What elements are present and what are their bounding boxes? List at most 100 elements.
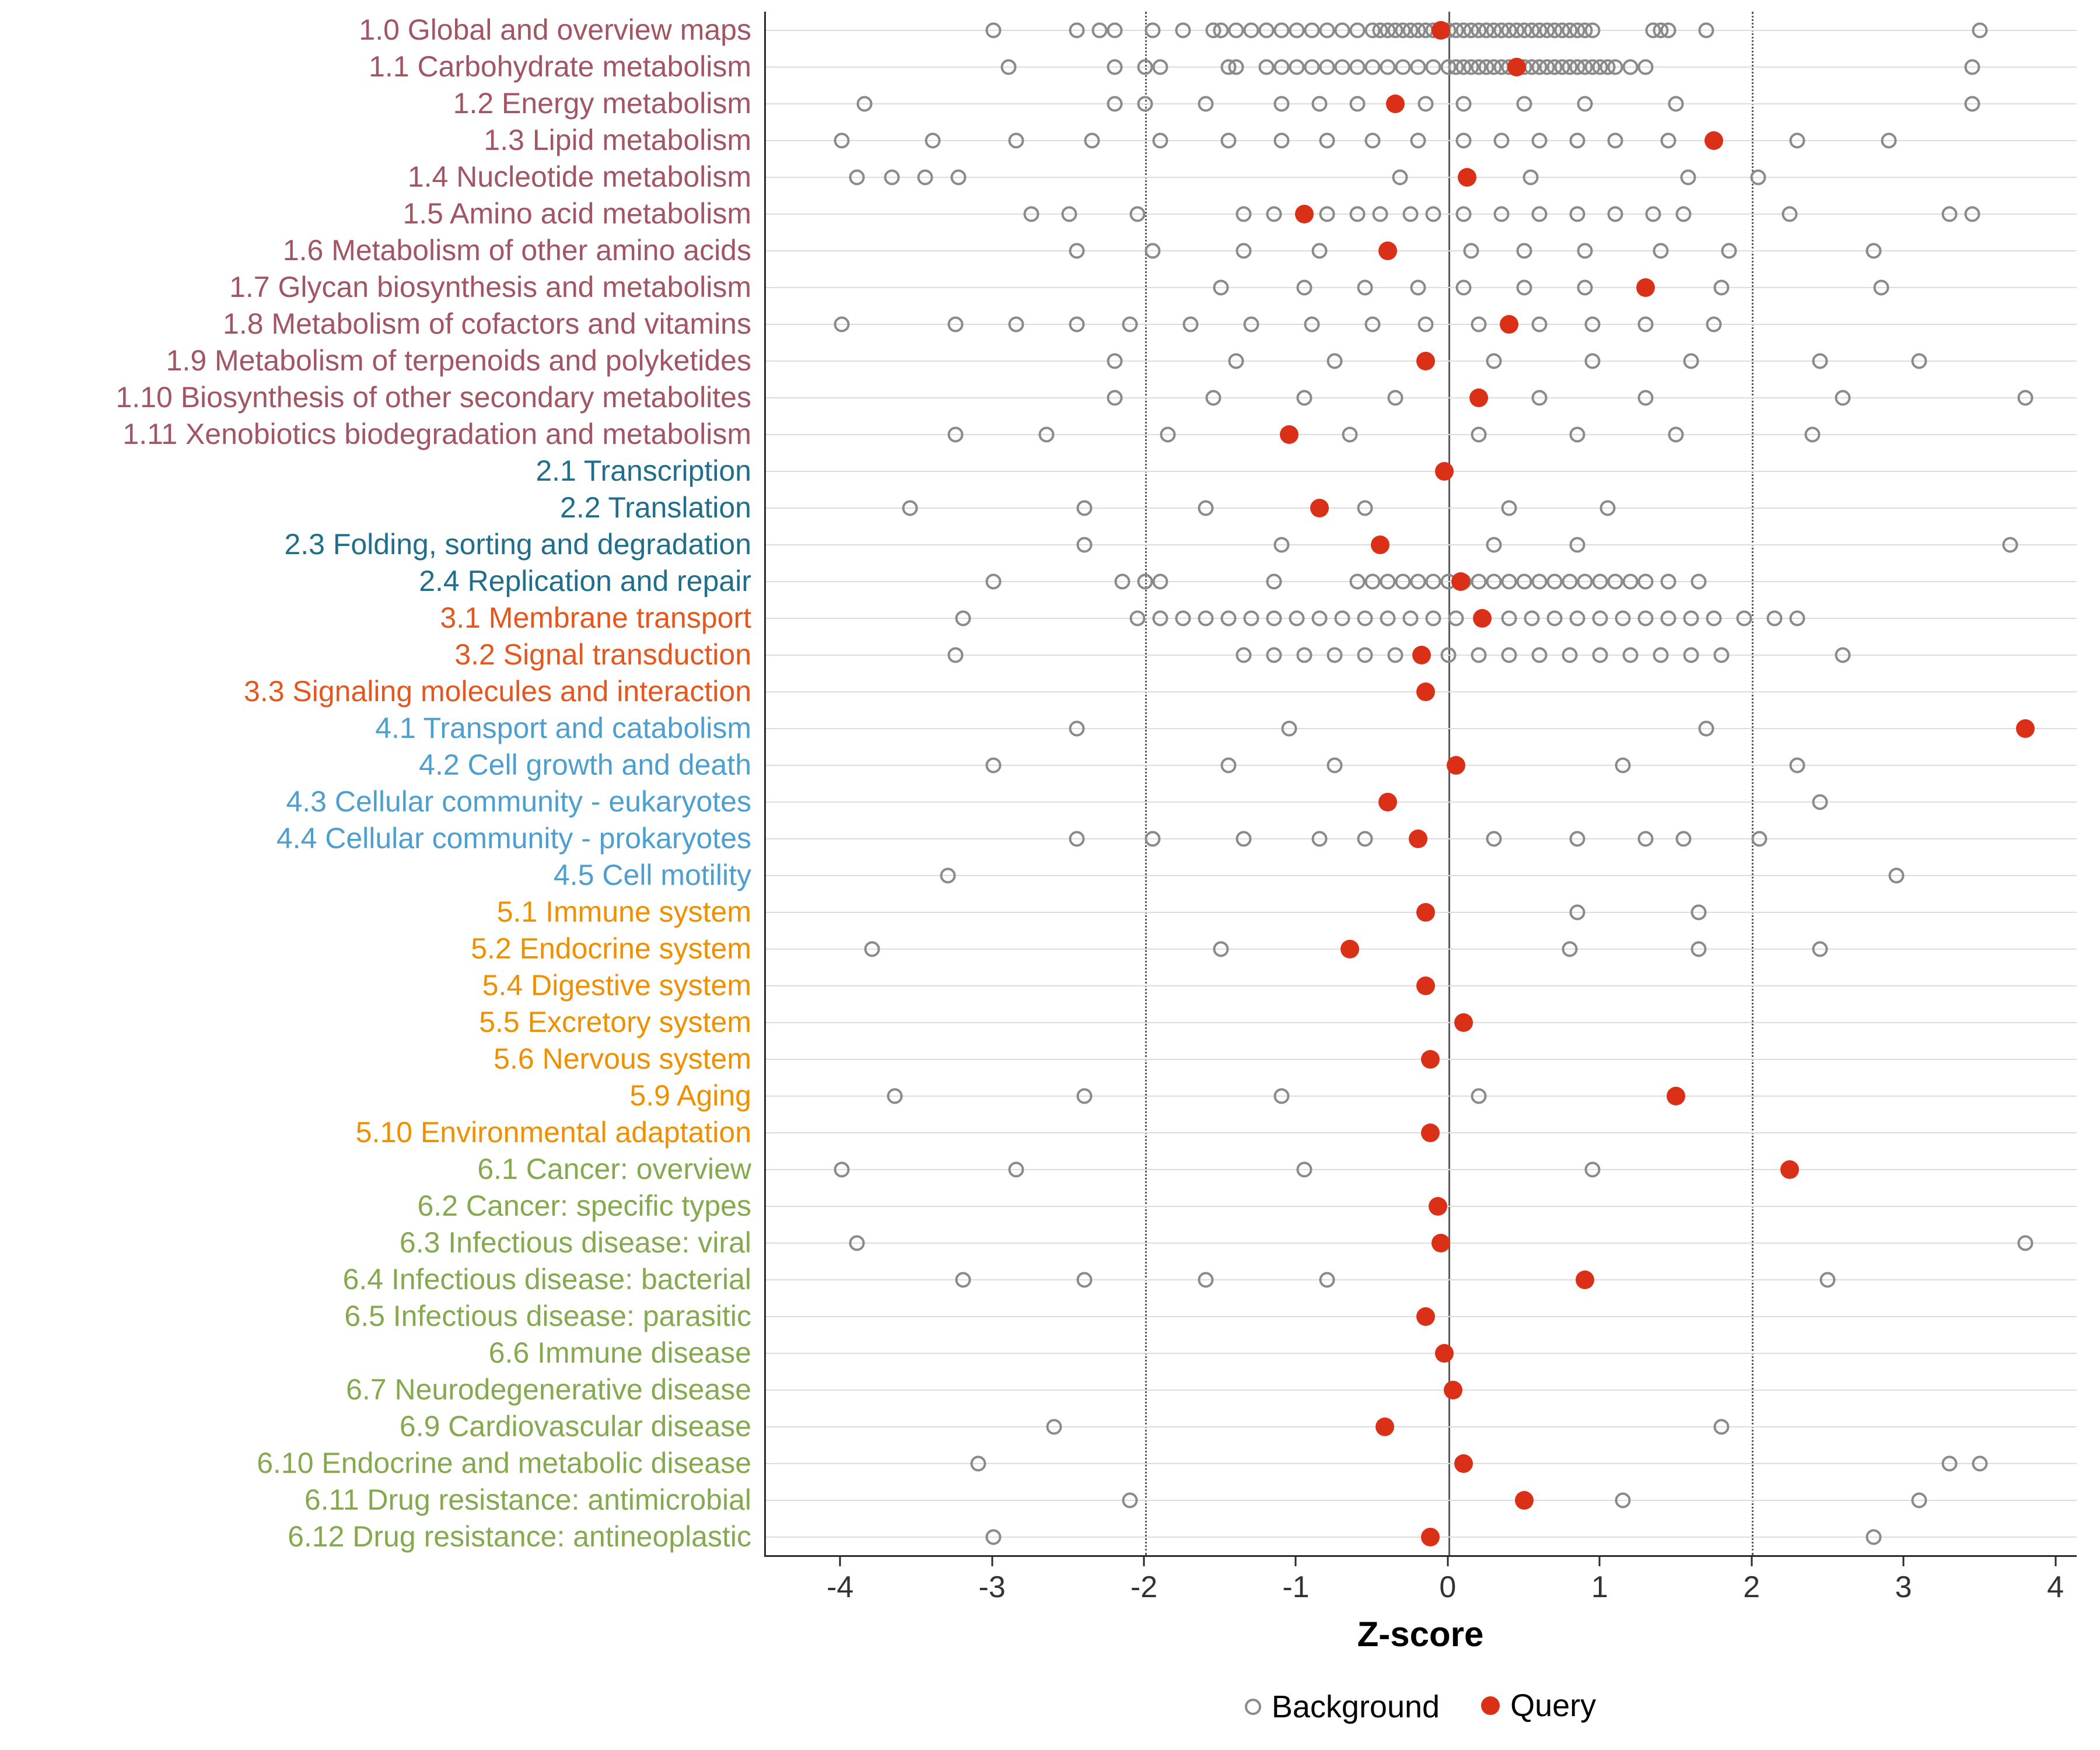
background-point [1941, 206, 1958, 222]
background-point [1410, 279, 1426, 295]
background-point [1387, 390, 1404, 405]
background-point [1273, 96, 1290, 111]
background-point [864, 941, 880, 957]
chart-row [766, 1335, 2077, 1371]
background-point [1501, 500, 1517, 516]
gridline [766, 617, 2077, 619]
background-point [1380, 610, 1396, 626]
background-point [1531, 206, 1548, 222]
row-label: 6.5 Infectious disease: parasitic [344, 1300, 751, 1332]
background-point [1038, 426, 1055, 442]
background-point [1668, 96, 1684, 111]
background-point [1486, 537, 1502, 552]
background-point [1486, 353, 1502, 369]
background-point [1273, 132, 1290, 148]
background-point [1152, 132, 1168, 148]
plot-panel [764, 12, 2077, 1557]
background-point [1402, 610, 1419, 626]
background-point [1501, 610, 1517, 626]
chart-row [766, 379, 2077, 416]
background-point [1334, 22, 1350, 38]
query-point [1704, 131, 1724, 150]
chart-row [766, 1261, 2077, 1298]
chart-row [766, 600, 2077, 636]
background-point [1069, 316, 1085, 332]
query-point [1457, 167, 1476, 187]
background-point [1766, 610, 1783, 626]
background-point [1600, 500, 1616, 516]
row-label: 3.1 Membrane transport [440, 601, 751, 634]
background-point [1228, 59, 1244, 75]
chart-row [766, 894, 2077, 930]
row-label: 3.2 Signal transduction [454, 638, 751, 671]
background-point [1266, 647, 1282, 663]
background-point [1562, 647, 1578, 663]
row-label: 1.2 Energy metabolism [453, 87, 751, 120]
background-point [1198, 1272, 1214, 1287]
chart-row [766, 1518, 2077, 1555]
row-label: 5.2 Endocrine system [471, 932, 751, 965]
background-point [1061, 206, 1077, 222]
query-point [1371, 535, 1390, 554]
background-point [1471, 647, 1487, 663]
background-point [1584, 22, 1601, 38]
background-point [1076, 1272, 1093, 1287]
background-point [1319, 22, 1335, 38]
background-point [1349, 96, 1366, 111]
gridline [766, 1462, 2077, 1464]
gridline [766, 507, 2077, 509]
reference-lines [766, 12, 2077, 1555]
background-point [1455, 132, 1472, 148]
background-point [1653, 243, 1669, 258]
chart-row [766, 1298, 2077, 1335]
chart-row [766, 1114, 2077, 1151]
x-tick-label: -3 [978, 1570, 1006, 1604]
query-point [1434, 461, 1454, 481]
background-point [1637, 831, 1654, 846]
gridline [766, 1205, 2077, 1207]
background-point [1577, 96, 1593, 111]
query-point [1454, 1454, 1474, 1473]
gridline [766, 948, 2077, 950]
gridline [766, 544, 2077, 545]
background-point [1569, 426, 1586, 442]
background-point [1304, 316, 1320, 332]
background-point [1690, 904, 1707, 920]
background-point [1782, 206, 1798, 222]
background-point [1144, 243, 1161, 258]
gridline [766, 1426, 2077, 1427]
background-point [1690, 573, 1707, 589]
background-point [1569, 904, 1586, 920]
background-point [1425, 59, 1441, 75]
row-label: 6.9 Cardiovascular disease [399, 1410, 751, 1443]
x-tick-label: -1 [1282, 1570, 1310, 1604]
row-label: 1.0 Global and overview maps [359, 13, 751, 46]
row-label: 6.4 Infectious disease: bacterial [342, 1263, 751, 1296]
chart-row [766, 85, 2077, 122]
background-point [1175, 22, 1191, 38]
background-point [1289, 59, 1305, 75]
query-point [1340, 939, 1360, 958]
background-point [1213, 22, 1229, 38]
background-point [1023, 206, 1040, 222]
legend: Background Query [764, 1686, 2077, 1725]
row-label: 4.4 Cellular community - prokaryotes [276, 822, 751, 855]
query-point [1378, 241, 1398, 260]
background-point [1615, 1492, 1631, 1508]
background-point [1091, 22, 1108, 38]
chart-row [766, 1004, 2077, 1041]
query-point [1412, 645, 1431, 664]
gridline [766, 1242, 2077, 1244]
row-label: 1.6 Metabolism of other amino acids [282, 234, 751, 267]
background-point [1690, 941, 1707, 957]
background-point [1577, 573, 1593, 589]
background-point [1304, 59, 1320, 75]
background-point [1524, 610, 1540, 626]
gridline [766, 1389, 2077, 1391]
background-point [947, 316, 964, 332]
background-point [985, 757, 1002, 773]
zscore-dotplot: 1.0 Global and overview maps 1.1 Carbohyd… [0, 12, 2100, 1725]
row-label: 1.3 Lipid metabolism [484, 124, 751, 156]
zero-line [1448, 12, 1451, 1555]
background-point [884, 169, 900, 185]
